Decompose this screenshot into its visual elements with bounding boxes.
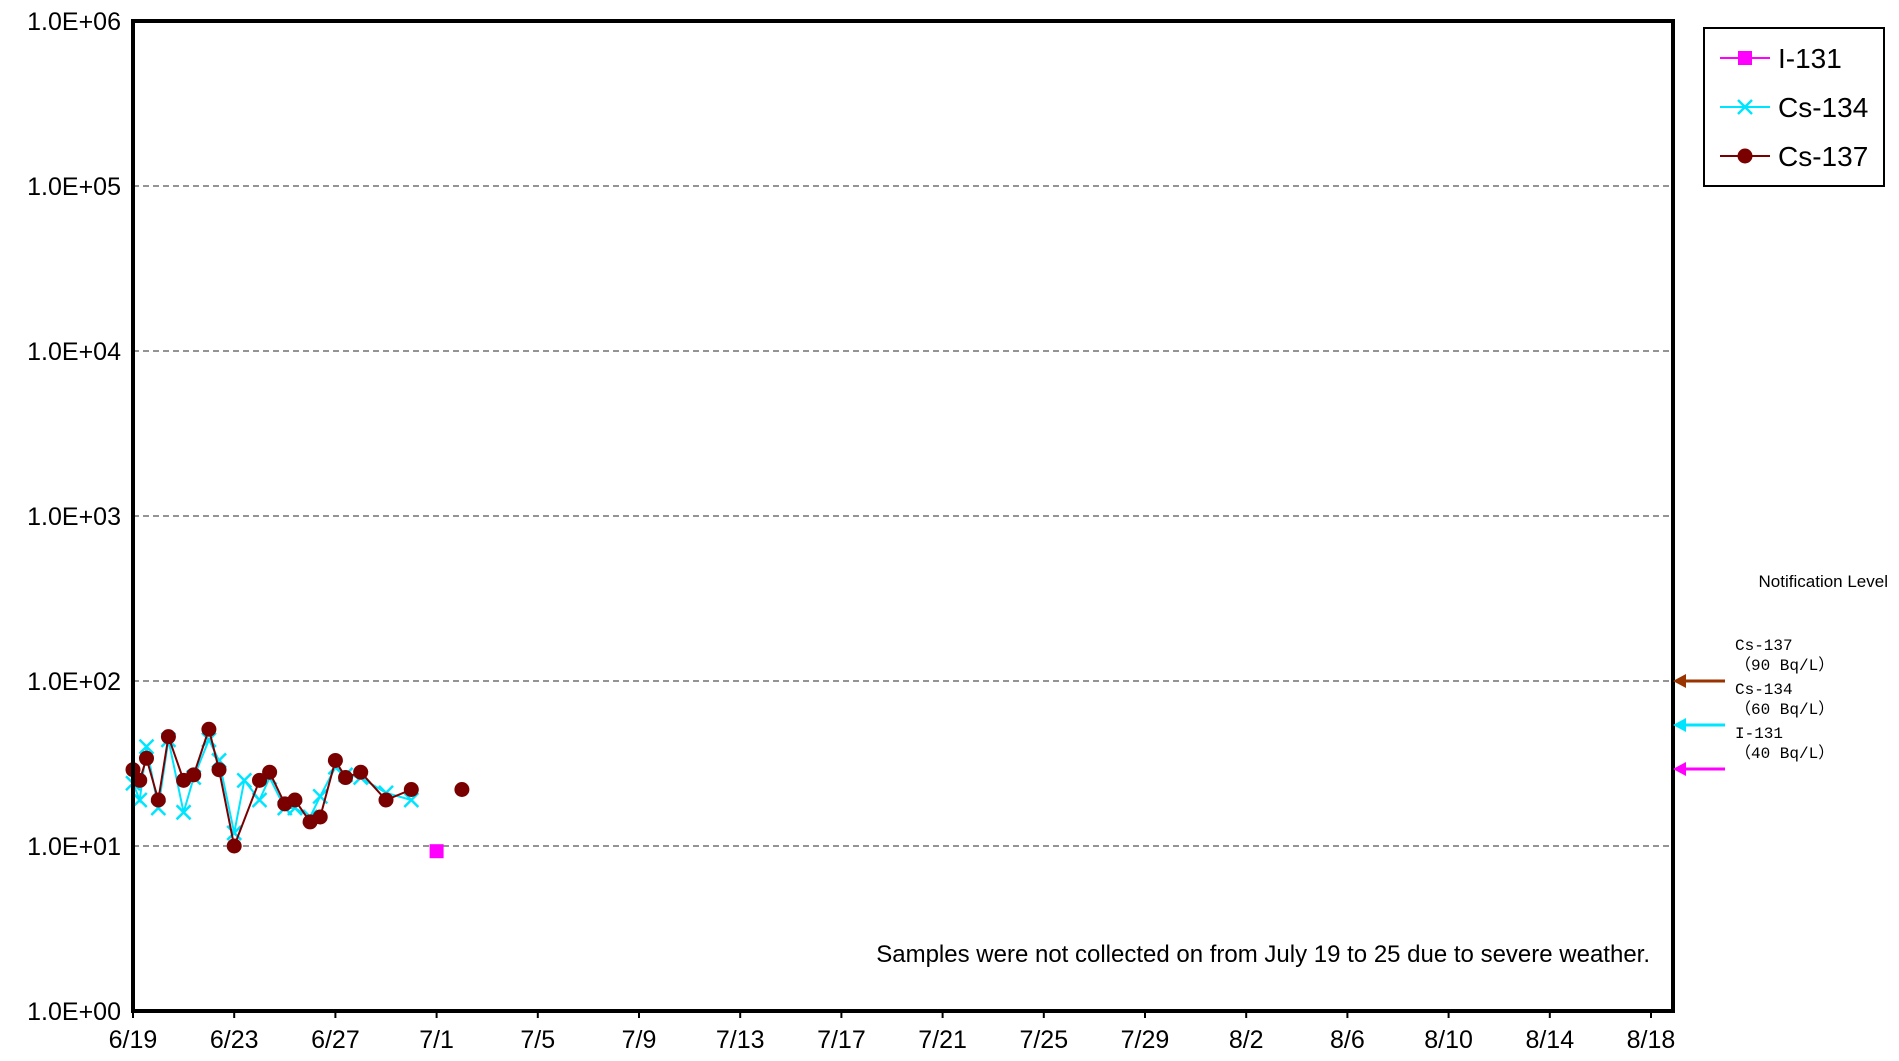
notification-item: Cs-134（60 Bq/L）: [1673, 681, 1834, 732]
data-point-cs137: [201, 721, 217, 737]
y-tick-label: 1.0E+00: [27, 998, 121, 1026]
data-point-cs137: [287, 792, 303, 808]
data-point-i131: [1738, 51, 1752, 65]
notification-nuclide: Cs-137: [1735, 637, 1793, 655]
y-tick-label: 1.0E+03: [27, 503, 121, 531]
data-point-cs137: [1737, 148, 1753, 164]
notification-level-title: Notification Level: [1759, 572, 1888, 591]
data-point-cs137: [353, 764, 369, 780]
notification-arrowhead: [1673, 718, 1686, 732]
x-tick-label: 8/2: [1229, 1026, 1264, 1054]
x-tick-label: 7/1: [419, 1026, 454, 1054]
x-tick-label: 8/14: [1525, 1026, 1574, 1054]
x-tick-label: 7/21: [918, 1026, 967, 1054]
chart-annotation: Samples were not collected on from July …: [876, 941, 1650, 968]
legend-entry: I-131: [1720, 43, 1842, 74]
data-point-cs137: [378, 792, 394, 808]
series-cs137: [125, 721, 470, 854]
legend-entry: Cs-137: [1720, 141, 1868, 172]
x-tick-label: 8/6: [1330, 1026, 1365, 1054]
legend-label: Cs-137: [1778, 141, 1868, 172]
data-point-cs137: [454, 782, 470, 798]
data-point-cs134: [138, 738, 155, 755]
notification-level-panel: Notification Level Cs-137（90 Bq/L）Cs-134…: [1673, 572, 1888, 776]
data-point-cs137: [211, 762, 227, 778]
y-axis-ticks: 1.0E+00 1.0E+01 1.0E+02 1.0E+03 1.0E+04 1.0E+…: [27, 8, 121, 1026]
data-point-cs134: [226, 825, 243, 841]
data-point-cs137: [132, 772, 148, 788]
x-tick-label: 6/19: [109, 1026, 158, 1054]
notification-value: （60 Bq/L）: [1735, 700, 1834, 719]
data-point-cs137: [312, 809, 328, 825]
gridlines: [133, 185, 1673, 847]
plot-area-frame: [131, 19, 1675, 1013]
y-tick-label: 1.0E+02: [27, 668, 121, 696]
data-point-cs134: [131, 792, 148, 808]
data-point-i131: [429, 844, 444, 859]
x-tick-label: 7/9: [622, 1026, 657, 1054]
series-i131: [429, 844, 444, 859]
notification-item: I-131（40 Bq/L）: [1673, 725, 1834, 776]
notification-arrowhead: [1673, 762, 1686, 776]
y-tick-label: 1.0E+01: [27, 833, 121, 861]
data-point-cs137: [403, 782, 419, 798]
x-tick-label: 8/10: [1424, 1026, 1473, 1054]
data-point-cs137: [252, 772, 267, 788]
y-tick-label: 1.0E+04: [27, 338, 121, 366]
data-point-cs137: [226, 838, 242, 854]
data-point-cs137: [160, 729, 176, 745]
data-point-cs134: [1737, 99, 1753, 115]
legend-entry: Cs-134: [1720, 92, 1868, 123]
legend: I-131 Cs-134 Cs-137: [1703, 27, 1885, 187]
notification-nuclide: I-131: [1735, 725, 1783, 743]
notification-value: （90 Bq/L）: [1735, 656, 1834, 675]
x-tick-label: 6/23: [210, 1026, 259, 1054]
data-point-cs137: [262, 764, 278, 780]
x-tick-label: 7/29: [1121, 1026, 1170, 1054]
x-tick-label: 7/25: [1019, 1026, 1068, 1054]
notification-item: Cs-137（90 Bq/L）: [1673, 637, 1834, 688]
notification-arrowhead: [1673, 674, 1686, 688]
data-series: [125, 721, 470, 859]
x-tick-label: 8/18: [1627, 1026, 1676, 1054]
data-point-cs137: [150, 792, 166, 808]
legend-label: I-131: [1778, 43, 1842, 74]
data-point-cs134: [175, 804, 192, 821]
x-axis-ticks: 6/19 6/23 6/27 7/1 7/5 7/9 7/13 7/17 7/21 7/25 7/2…: [109, 1011, 1676, 1054]
data-point-cs134: [236, 772, 253, 789]
notification-nuclide: Cs-134: [1735, 681, 1793, 699]
x-tick-label: 7/13: [716, 1026, 765, 1054]
notification-value: （40 Bq/L）: [1735, 744, 1834, 763]
data-point-cs137: [186, 767, 202, 783]
x-tick-label: 7/17: [817, 1026, 866, 1054]
data-point-cs134: [251, 792, 268, 808]
y-tick-label: 1.0E+05: [27, 173, 121, 201]
x-tick-label: 7/5: [520, 1026, 555, 1054]
data-point-cs137: [138, 750, 154, 766]
x-tick-label: 6/27: [311, 1026, 360, 1054]
data-point-cs137: [338, 770, 354, 786]
legend-label: Cs-134: [1778, 92, 1868, 123]
data-point-cs137: [327, 752, 343, 768]
y-tick-label: 1.0E+06: [27, 8, 121, 36]
